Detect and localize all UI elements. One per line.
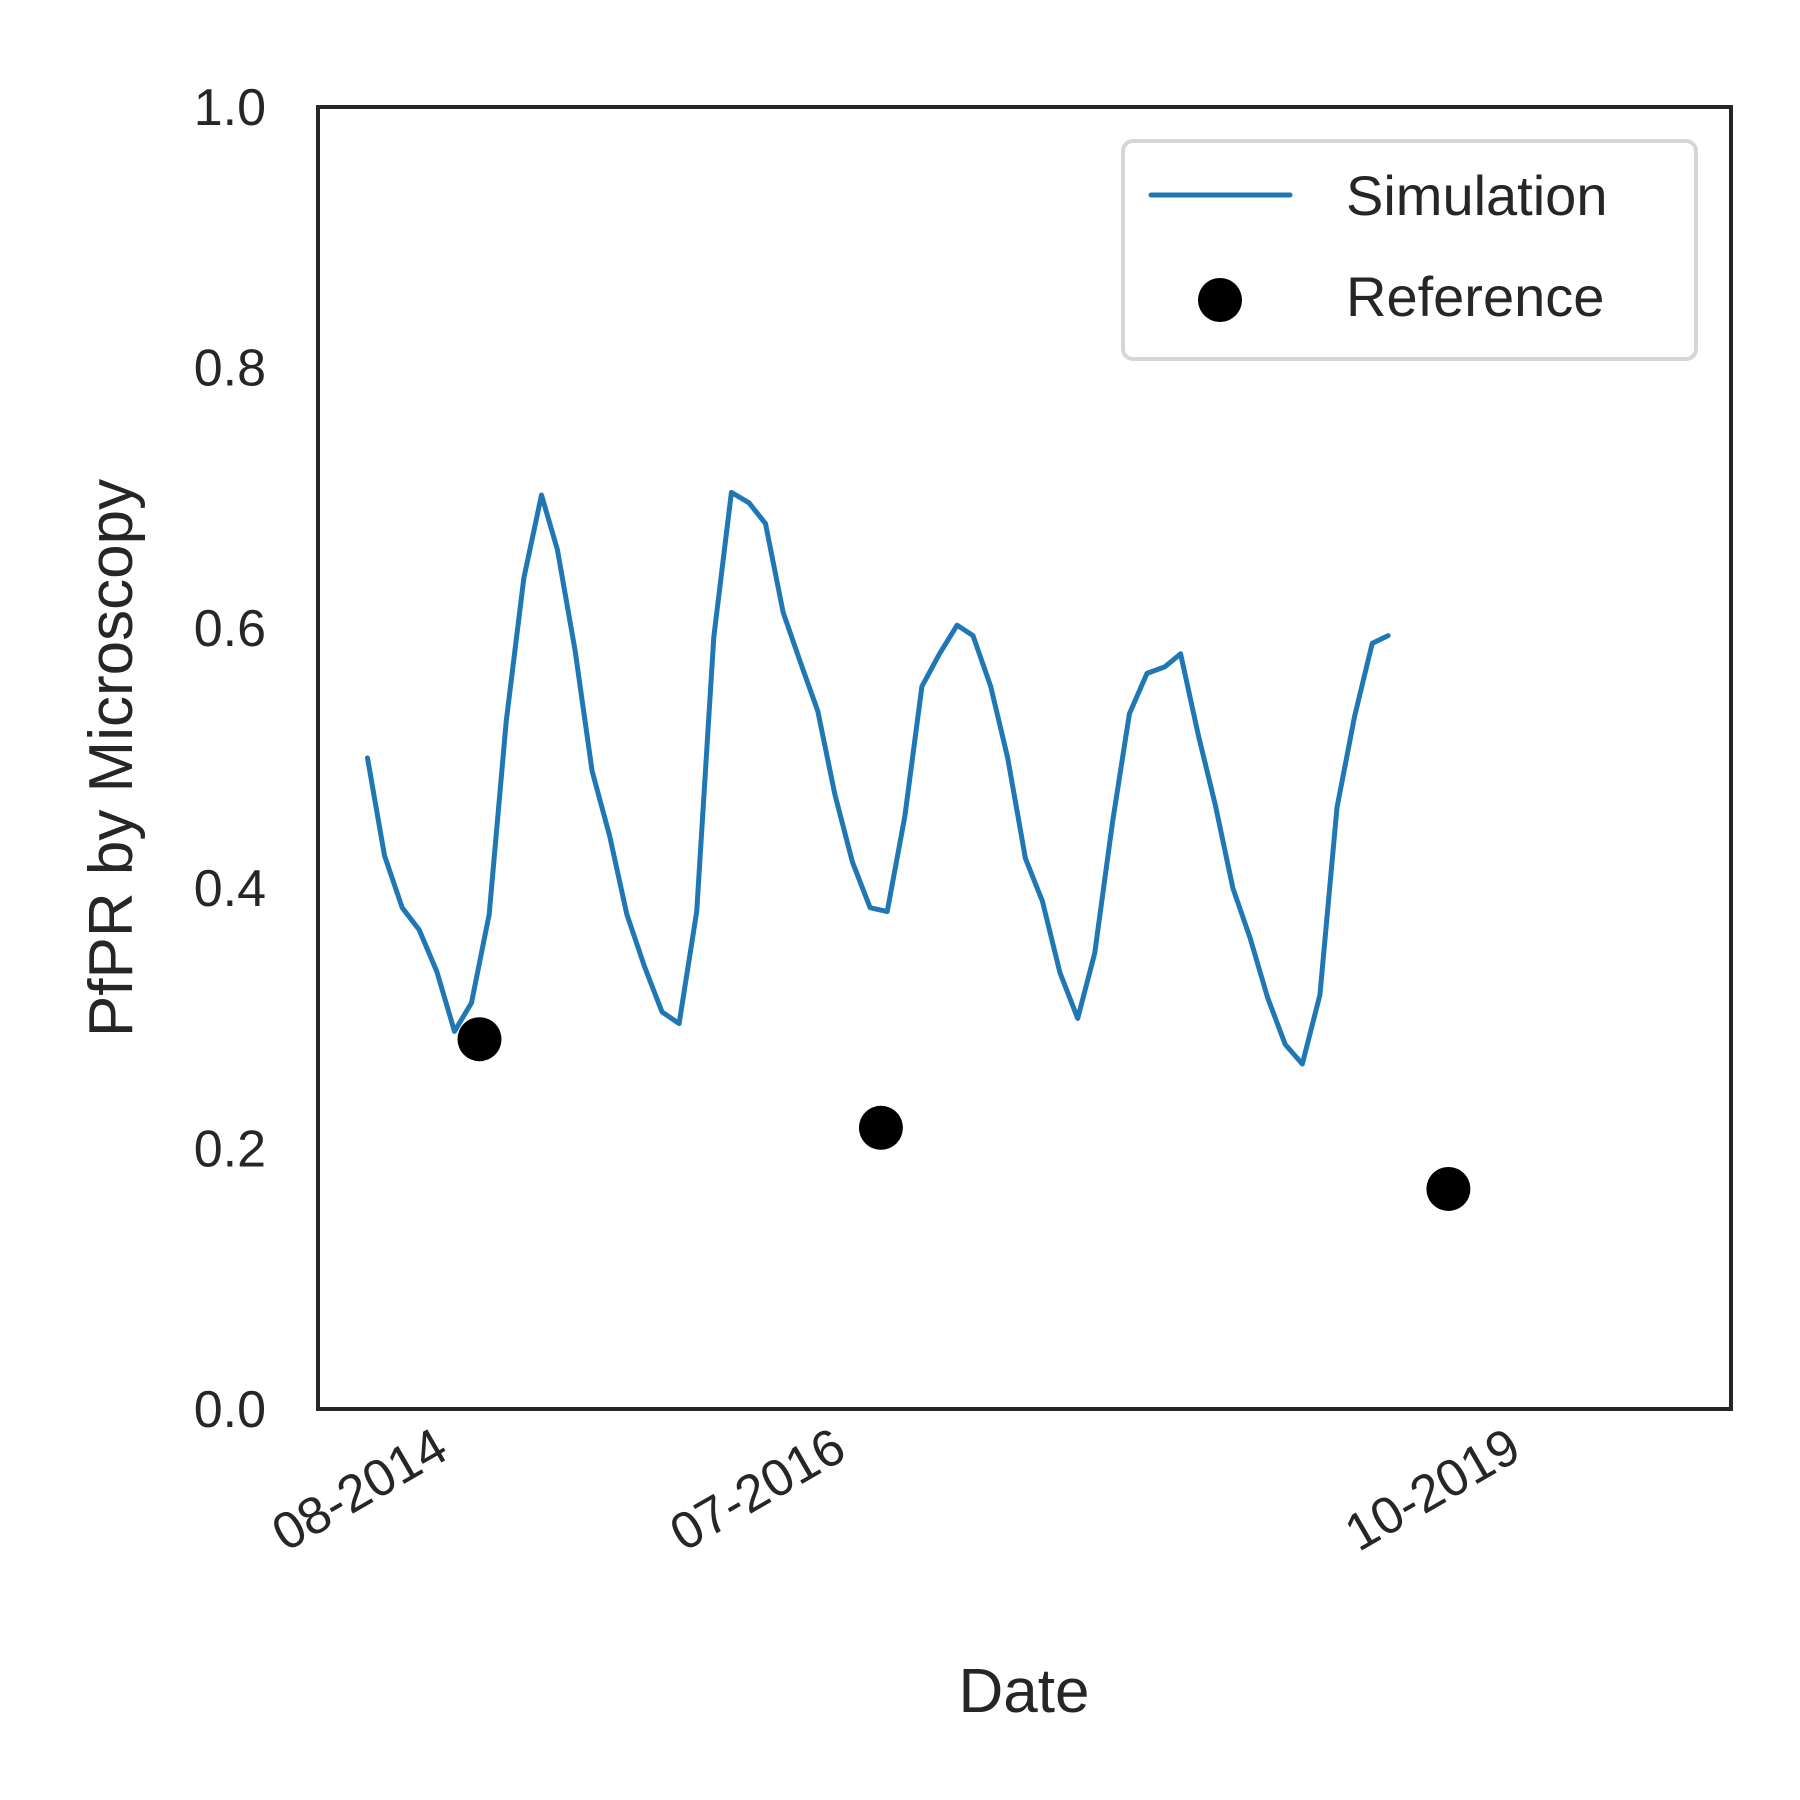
legend: Simulation Reference (1121, 139, 1698, 361)
y-tick-label: 0.0 (194, 1381, 266, 1439)
reference-point (858, 1105, 903, 1150)
x-tick-label: 08-2014 (263, 1417, 457, 1563)
y-tick-label: 0.4 (194, 860, 266, 918)
y-axis-ticks: 0.0 0.2 0.4 0.6 0.8 1.0 (194, 79, 266, 1439)
legend-simulation-label: Simulation (1346, 164, 1607, 227)
legend-reference-label: Reference (1346, 265, 1604, 328)
simulation-line (365, 489, 1391, 1067)
x-tick-label: 07-2016 (661, 1417, 855, 1563)
y-axis-label: PfPR by Microscopy (77, 479, 146, 1037)
reference-points (457, 1017, 1471, 1211)
y-tick-label: 0.2 (194, 1121, 266, 1179)
plot-frame (316, 105, 1733, 1411)
y-tick-label: 0.8 (194, 339, 266, 397)
x-tick-label: 10-2019 (1336, 1417, 1530, 1563)
x-axis-ticks: 08-2014 07-2016 10-2019 (263, 1417, 1530, 1563)
x-axis-label: Date (959, 1657, 1090, 1726)
reference-point (1426, 1166, 1471, 1211)
legend-reference-swatch (1198, 278, 1242, 322)
y-tick-label: 0.6 (194, 600, 266, 658)
y-tick-label: 1.0 (194, 79, 266, 137)
reference-point (457, 1017, 502, 1062)
